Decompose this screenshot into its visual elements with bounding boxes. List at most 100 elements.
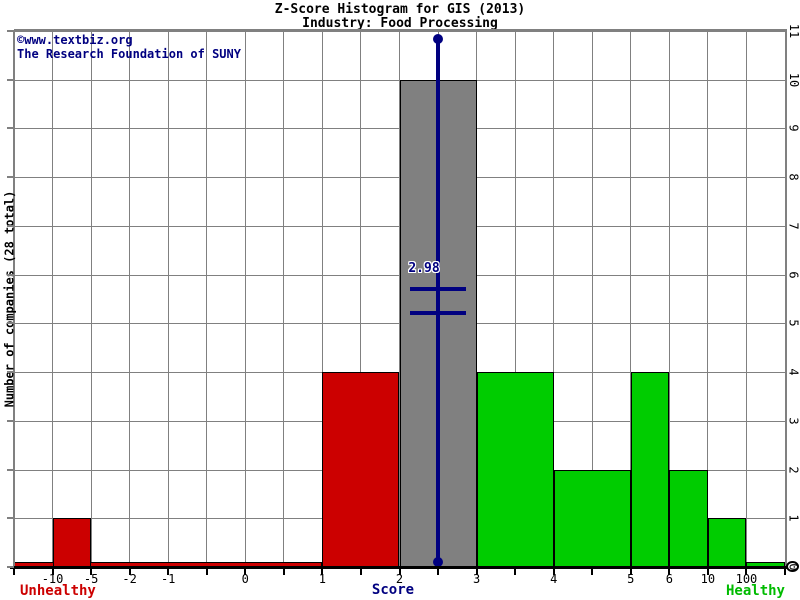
y-tick-label: 10 xyxy=(786,72,800,88)
x-tick-mark xyxy=(514,569,517,575)
gridline-vertical xyxy=(553,31,555,567)
gridline-vertical xyxy=(129,31,131,567)
x-tick-label: 6 xyxy=(665,572,673,586)
gridline-vertical xyxy=(707,31,709,567)
y-tick-mark xyxy=(7,371,14,374)
x-tick-mark xyxy=(321,569,324,575)
x-axis-line xyxy=(10,566,789,569)
z-score-crossbar-lower xyxy=(410,311,467,315)
x-tick-mark xyxy=(90,569,93,575)
y-tick-label: 3 xyxy=(786,413,800,429)
x-tick-mark xyxy=(51,569,54,575)
gridline-vertical xyxy=(283,31,285,567)
y-tick-label: 2 xyxy=(786,462,800,478)
bar-1-to-2 xyxy=(322,372,400,567)
x-tick-label: 0 xyxy=(241,572,249,586)
x-tick-mark xyxy=(437,569,440,575)
y-tick-label: 11 xyxy=(786,23,800,39)
x-tick-mark xyxy=(13,569,15,575)
y-tick-label-text: 1 xyxy=(786,514,800,522)
x-tick-label: -2 xyxy=(122,572,137,586)
gridline-vertical xyxy=(514,31,516,567)
x-tick-label: 1 xyxy=(318,572,326,586)
right-spine xyxy=(785,31,787,567)
chart-subtitle: Industry: Food Processing xyxy=(302,16,498,31)
left-spine xyxy=(13,31,15,567)
watermark-line2: The Research Foundation of SUNY xyxy=(17,47,241,61)
unhealthy-caption: Unhealthy xyxy=(20,583,96,599)
y-tick-mark xyxy=(7,322,14,325)
y-tick-mark xyxy=(7,566,14,568)
watermark: ©www.textbiz.org The Research Foundation … xyxy=(17,33,241,61)
gridline-vertical xyxy=(90,31,92,567)
z-score-value-label: 2.98 xyxy=(408,261,440,276)
y-tick-label: 7 xyxy=(786,218,800,234)
x-tick-mark xyxy=(205,569,208,575)
axis-end-marker-icon xyxy=(786,561,799,572)
y-tick-mark xyxy=(7,127,14,130)
y-tick-label-text: 4 xyxy=(786,368,800,376)
bar-5-to-6 xyxy=(630,372,670,567)
gridline-vertical xyxy=(745,31,747,567)
y-tick-label-text: 8 xyxy=(786,173,800,181)
x-tick-mark xyxy=(282,569,285,575)
z-score-line xyxy=(436,36,441,564)
y-tick-label-text: 2 xyxy=(786,465,800,474)
y-axis-title: Number of companies (28 total) xyxy=(1,31,17,567)
gridline-vertical xyxy=(476,31,478,567)
baseline-strip-healthy xyxy=(746,562,785,567)
x-tick-label: 100 xyxy=(735,572,758,586)
x-tick-mark xyxy=(591,569,594,575)
z-score-top-dot xyxy=(433,34,444,44)
x-axis-title: Score xyxy=(371,582,415,598)
y-tick-label: 8 xyxy=(786,169,800,185)
top-spine xyxy=(14,29,787,32)
gridline-vertical xyxy=(360,31,362,567)
y-tick-label: 6 xyxy=(786,267,800,283)
x-tick-label: -10 xyxy=(41,572,64,586)
x-tick-mark xyxy=(167,569,170,575)
x-tick-mark xyxy=(359,569,362,575)
gridline-vertical xyxy=(591,31,593,567)
y-tick-label-text: 5 xyxy=(786,319,800,327)
bar-10-to-100 xyxy=(707,518,747,567)
x-tick-mark xyxy=(784,569,786,575)
x-tick-mark xyxy=(745,569,748,575)
x-tick-label: -5 xyxy=(83,572,99,586)
x-tick-mark xyxy=(552,569,555,575)
x-tick-label: 3 xyxy=(472,572,481,586)
z-score-crossbar-upper xyxy=(410,287,467,291)
y-tick-label: 5 xyxy=(786,315,800,331)
y-tick-mark xyxy=(7,30,14,32)
y-tick-label-text: 3 xyxy=(786,417,800,425)
x-tick-label: 2 xyxy=(395,572,404,586)
x-tick-mark xyxy=(706,569,709,575)
bar--10-to--5 xyxy=(52,518,92,567)
y-tick-mark xyxy=(7,468,14,471)
plot-area xyxy=(14,31,785,567)
y-tick-label-text: 10 xyxy=(786,72,800,87)
healthy-caption: Healthy xyxy=(725,583,785,599)
z-score-bottom-dot xyxy=(433,557,444,567)
bar-4-to-5 xyxy=(553,469,631,567)
x-tick-mark xyxy=(475,569,478,575)
y-tick-mark xyxy=(7,273,14,276)
x-tick-mark xyxy=(128,569,131,575)
y-tick-label-text: 6 xyxy=(786,271,800,279)
x-tick-label: -1 xyxy=(160,572,176,586)
bar-6-to-10 xyxy=(669,469,708,567)
x-tick-label: 10 xyxy=(700,572,716,586)
watermark-line1: ©www.textbiz.org xyxy=(17,33,133,47)
y-tick-label-text: 7 xyxy=(786,222,800,230)
gridline-vertical xyxy=(630,31,632,567)
y-tick-label: 4 xyxy=(786,364,800,380)
y-axis-title-text: Number of companies (28 total) xyxy=(2,190,16,408)
y-tick-label: 1 xyxy=(786,510,800,526)
x-tick-mark xyxy=(398,569,401,575)
y-tick-label: 0 xyxy=(786,559,800,575)
x-tick-label: 5 xyxy=(627,572,635,586)
x-tick-label: 4 xyxy=(550,572,558,586)
gridline-vertical xyxy=(244,31,246,567)
y-tick-label-text: 0 xyxy=(786,563,800,571)
